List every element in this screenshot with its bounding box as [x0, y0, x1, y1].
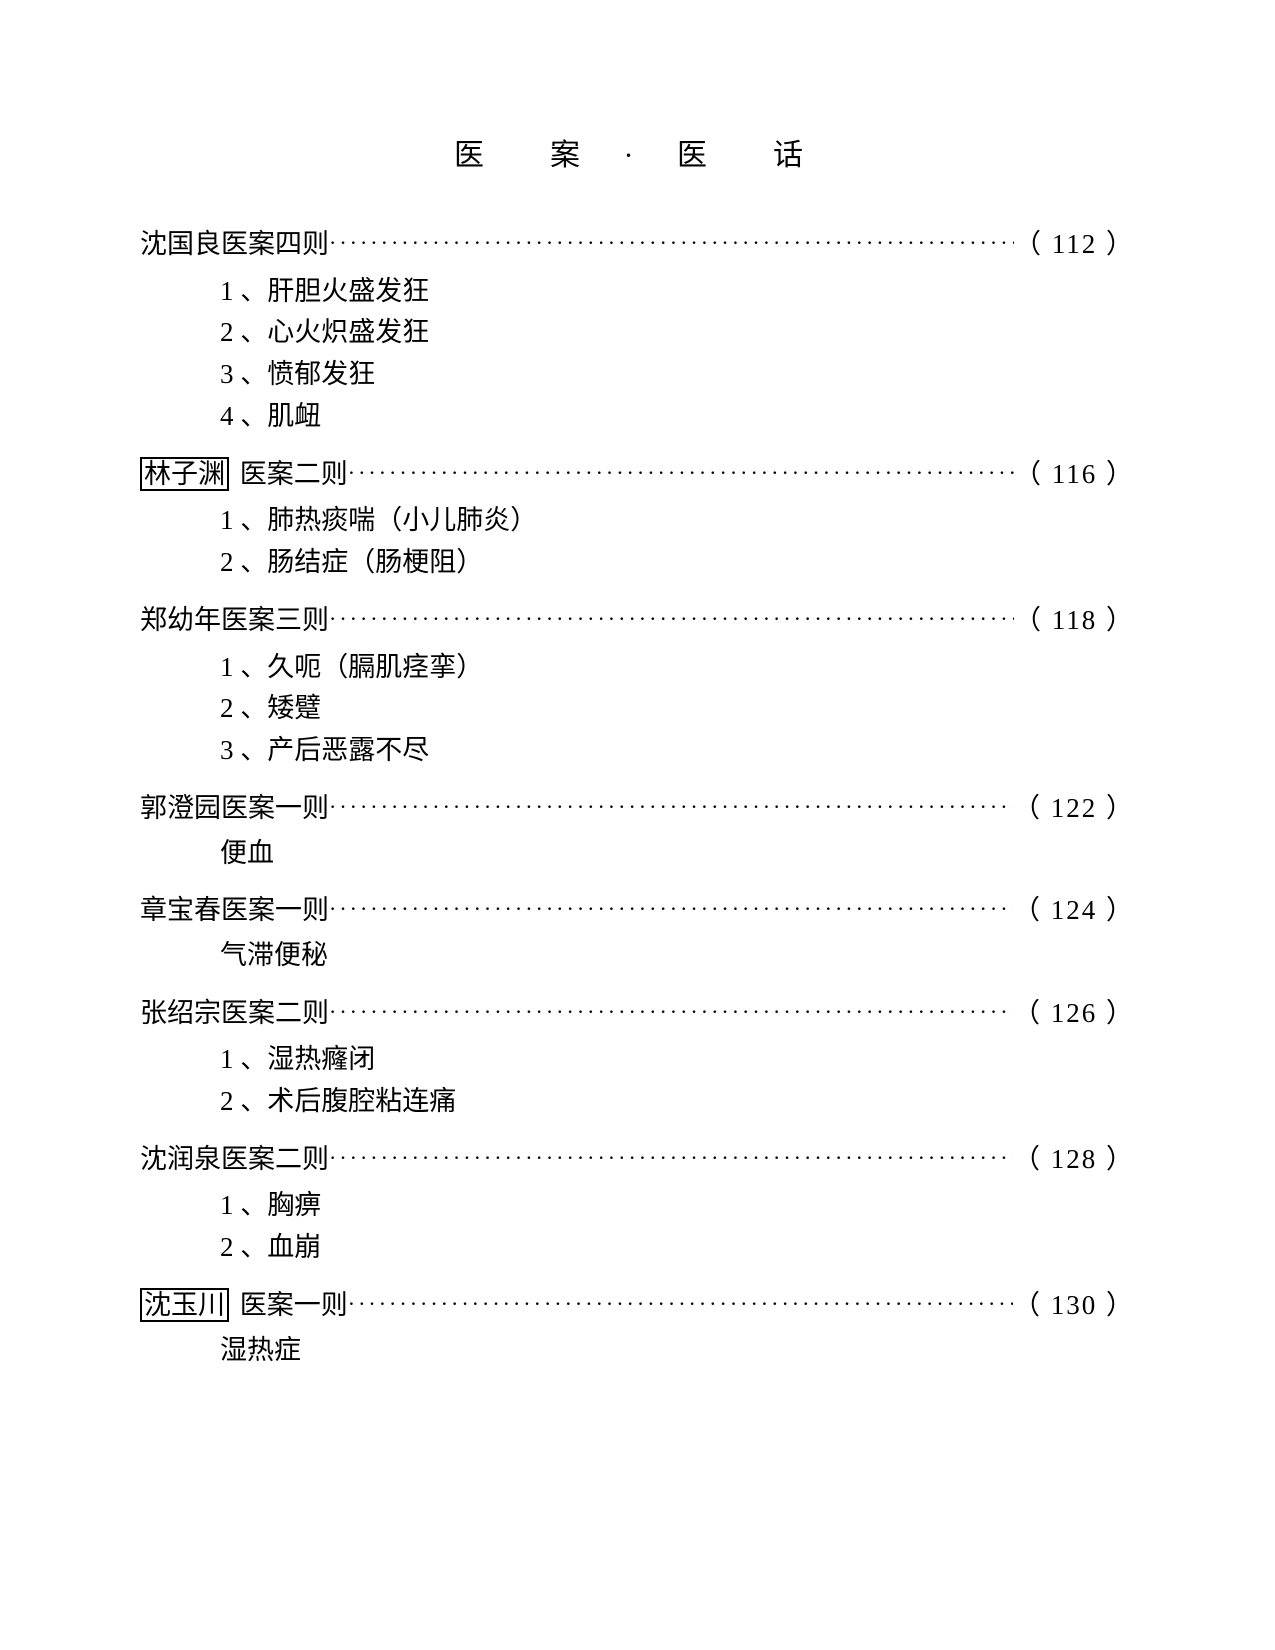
toc-entry: 郑幼年医案三则 （ 118 ） 1 、久呃（膈肌痉挛） 2 、矮躄 3 、产后恶…: [140, 600, 1135, 772]
page-number: （ 128 ）: [1013, 1139, 1135, 1180]
toc-entry-line: 章宝春医案一则 （ 124 ）: [140, 890, 1135, 931]
entry-title: 郭澄园医案一则: [140, 788, 329, 829]
boxed-name: 沈玉川: [140, 1288, 229, 1322]
dot-leader: [329, 1141, 1013, 1174]
sub-list: 1 、肺热痰喘（小儿肺炎） 2 、肠结症（肠梗阻）: [220, 500, 1135, 584]
sub-item: 便血: [220, 833, 1135, 875]
dot-leader: [329, 602, 1014, 635]
sub-list: 1 、湿热癃闭 2 、术后腹腔粘连痛: [220, 1039, 1135, 1123]
dot-leader: [329, 226, 1014, 259]
dot-leader: [329, 790, 1013, 823]
dot-leader: [348, 456, 1014, 489]
toc-entry-line: 郭澄园医案一则 （ 122 ）: [140, 788, 1135, 829]
page-number: （ 112 ）: [1014, 224, 1135, 265]
toc-entry-line: 郑幼年医案三则 （ 118 ）: [140, 600, 1135, 641]
page-number: （ 118 ）: [1014, 600, 1135, 641]
toc-entry-line: 林子渊 医案二则 （ 116 ）: [140, 454, 1135, 495]
entry-title-rest: 医案二则: [233, 459, 348, 489]
sub-item: 3 、愤郁发狂: [220, 354, 1135, 396]
sub-item: 2 、矮躄: [220, 688, 1135, 730]
toc-entry: 郭澄园医案一则 （ 122 ） 便血: [140, 788, 1135, 874]
toc-entry: 沈润泉医案二则 （ 128 ） 1 、胸痹 2 、血崩: [140, 1139, 1135, 1269]
sub-item: 湿热症: [220, 1330, 1135, 1372]
toc-entry: 章宝春医案一则 （ 124 ） 气滞便秘: [140, 890, 1135, 976]
page-number: （ 116 ）: [1014, 454, 1135, 495]
entry-title: 张绍宗医案二则: [140, 993, 329, 1034]
entry-title: 林子渊 医案二则: [140, 454, 348, 495]
toc-entry-line: 沈国良医案四则 （ 112 ）: [140, 224, 1135, 265]
page-number: （ 130 ）: [1013, 1285, 1135, 1326]
entry-title: 章宝春医案一则: [140, 890, 329, 931]
sub-item: 气滞便秘: [220, 935, 1135, 977]
dot-leader: [329, 892, 1013, 925]
sub-item: 1 、久呃（膈肌痉挛）: [220, 647, 1135, 689]
toc-entry-line: 沈润泉医案二则 （ 128 ）: [140, 1139, 1135, 1180]
section-title: 医 案 · 医 话: [140, 130, 1135, 174]
page-number: （ 126 ）: [1013, 993, 1135, 1034]
sub-item: 2 、血崩: [220, 1227, 1135, 1269]
toc-entry: 沈国良医案四则 （ 112 ） 1 、肝胆火盛发狂 2 、心火炽盛发狂 3 、愤…: [140, 224, 1135, 438]
sub-item: 1 、肝胆火盛发狂: [220, 271, 1135, 313]
sub-item: 1 、肺热痰喘（小儿肺炎）: [220, 500, 1135, 542]
entry-title: 郑幼年医案三则: [140, 600, 329, 641]
page-number: （ 122 ）: [1013, 788, 1135, 829]
toc-entry-line: 张绍宗医案二则 （ 126 ）: [140, 993, 1135, 1034]
sub-item: 3 、产后恶露不尽: [220, 730, 1135, 772]
entry-title-rest: 医案一则: [233, 1290, 348, 1320]
sub-item: 2 、术后腹腔粘连痛: [220, 1081, 1135, 1123]
sub-item: 2 、心火炽盛发狂: [220, 312, 1135, 354]
toc-entry: 林子渊 医案二则 （ 116 ） 1 、肺热痰喘（小儿肺炎） 2 、肠结症（肠梗…: [140, 454, 1135, 584]
entry-title: 沈国良医案四则: [140, 224, 329, 265]
sub-list: 1 、肝胆火盛发狂 2 、心火炽盛发狂 3 、愤郁发狂 4 、肌衄: [220, 271, 1135, 438]
dot-leader: [348, 1287, 1013, 1320]
toc-entry: 张绍宗医案二则 （ 126 ） 1 、湿热癃闭 2 、术后腹腔粘连痛: [140, 993, 1135, 1123]
page-content: 医 案 · 医 话 沈国良医案四则 （ 112 ） 1 、肝胆火盛发狂 2 、心…: [0, 0, 1275, 1372]
toc-entry-line: 沈玉川 医案一则 （ 130 ）: [140, 1285, 1135, 1326]
boxed-name: 林子渊: [140, 457, 229, 491]
entry-title: 沈玉川 医案一则: [140, 1285, 348, 1326]
entry-title: 沈润泉医案二则: [140, 1139, 329, 1180]
toc-entry: 沈玉川 医案一则 （ 130 ） 湿热症: [140, 1285, 1135, 1371]
sub-item: 1 、湿热癃闭: [220, 1039, 1135, 1081]
dot-leader: [329, 995, 1013, 1028]
page-number: （ 124 ）: [1013, 890, 1135, 931]
sub-list: 1 、久呃（膈肌痉挛） 2 、矮躄 3 、产后恶露不尽: [220, 647, 1135, 773]
sub-item: 1 、胸痹: [220, 1185, 1135, 1227]
sub-list: 1 、胸痹 2 、血崩: [220, 1185, 1135, 1269]
sub-item: 2 、肠结症（肠梗阻）: [220, 542, 1135, 584]
sub-item: 4 、肌衄: [220, 396, 1135, 438]
